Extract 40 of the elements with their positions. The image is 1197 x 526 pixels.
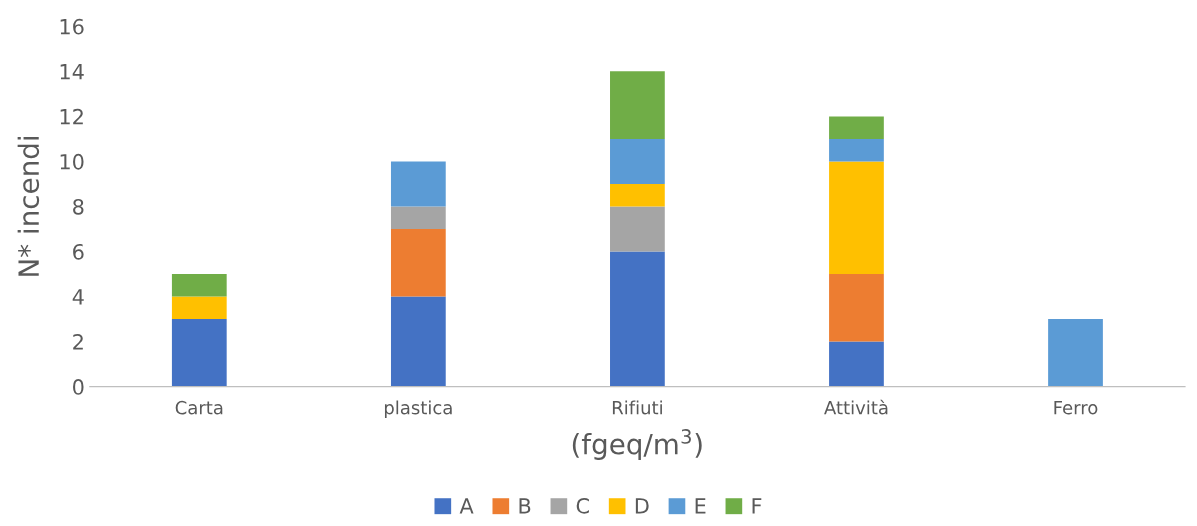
- legend-label: E: [695, 498, 706, 514]
- x-axis-title: (fgeq/m$^{3}$): [572, 429, 702, 460]
- bar: [610, 183, 665, 207]
- bar: [829, 161, 884, 275]
- bar: [829, 116, 884, 139]
- bar: [390, 161, 446, 207]
- y-tick-label: 2: [73, 334, 83, 350]
- bar: [390, 296, 446, 387]
- y-tick-label: 16: [60, 18, 84, 35]
- legend-label: A: [459, 498, 474, 514]
- bar: [610, 251, 665, 387]
- y-tick-label: 14: [60, 64, 84, 80]
- bar: [390, 206, 446, 229]
- bar: [610, 206, 665, 252]
- x-tick-label: Ferro: [1054, 401, 1098, 415]
- bar: [829, 341, 884, 387]
- x-tick-label: plastica: [384, 400, 452, 418]
- x-tick-label: Rifiuti: [612, 400, 662, 415]
- bar: [829, 138, 884, 162]
- y-tick-label: 0: [73, 379, 84, 395]
- bar: [610, 138, 665, 184]
- bar: [610, 71, 665, 139]
- legend-label: F: [752, 498, 762, 514]
- x-tick-label: Attività: [824, 399, 888, 415]
- bar: [1048, 319, 1103, 387]
- y-tick-label: 12: [60, 108, 83, 125]
- bar: [171, 296, 227, 320]
- y-axis-title: N* incendi: [17, 136, 40, 276]
- legend-label: C: [576, 497, 589, 514]
- bar: [829, 274, 884, 342]
- bar: [171, 274, 227, 297]
- y-tick-label: 8: [73, 198, 84, 215]
- legend-label: D: [635, 498, 649, 514]
- y-tick-label: 10: [60, 153, 84, 170]
- y-tick-label: 4: [72, 289, 84, 305]
- y-tick-label: 6: [73, 243, 84, 260]
- bar: [171, 319, 227, 387]
- bar: [390, 228, 446, 297]
- x-tick-label: Carta: [175, 400, 223, 415]
- legend-label: B: [519, 498, 531, 514]
